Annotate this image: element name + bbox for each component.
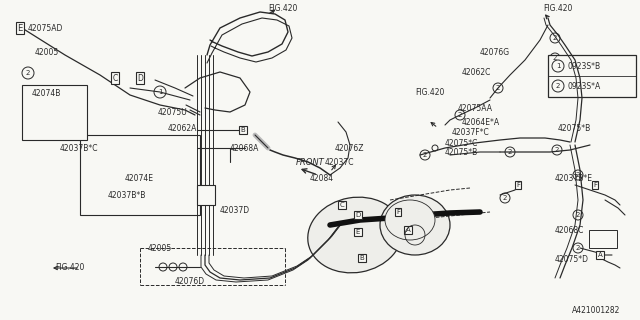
- Text: 2: 2: [553, 35, 557, 41]
- Text: 42062A: 42062A: [168, 124, 197, 132]
- Text: 42005: 42005: [35, 47, 60, 57]
- Text: 2: 2: [496, 85, 500, 91]
- Text: 42037D: 42037D: [220, 205, 250, 214]
- Text: E: E: [356, 229, 360, 235]
- Text: 42037F*C: 42037F*C: [452, 127, 490, 137]
- Text: FIG.420: FIG.420: [543, 4, 572, 12]
- FancyBboxPatch shape: [589, 230, 617, 248]
- Text: A421001282: A421001282: [572, 306, 620, 315]
- Text: D: D: [355, 212, 360, 218]
- Text: 42076Z: 42076Z: [335, 143, 365, 153]
- Text: 42074B: 42074B: [32, 89, 61, 98]
- Text: B: B: [241, 127, 245, 133]
- Text: F: F: [396, 209, 400, 215]
- Text: 2: 2: [503, 195, 507, 201]
- Text: 1: 1: [157, 89, 163, 95]
- Text: 42075*B: 42075*B: [558, 124, 591, 132]
- Text: 2: 2: [458, 112, 462, 118]
- Text: C: C: [113, 74, 118, 83]
- Text: 2: 2: [555, 147, 559, 153]
- Text: 42062C: 42062C: [462, 68, 492, 76]
- Text: B: B: [360, 255, 364, 261]
- FancyBboxPatch shape: [548, 55, 636, 97]
- Text: 2: 2: [576, 212, 580, 218]
- Text: 0923S*B: 0923S*B: [568, 61, 601, 70]
- Text: 42076G: 42076G: [480, 47, 510, 57]
- Text: A: A: [598, 252, 602, 258]
- Text: 42075U: 42075U: [158, 108, 188, 116]
- Text: FIG.420: FIG.420: [55, 263, 84, 273]
- Text: 2: 2: [576, 245, 580, 251]
- Text: 2: 2: [576, 172, 580, 178]
- Text: F: F: [516, 182, 520, 188]
- Text: 2: 2: [553, 55, 557, 61]
- Text: 2: 2: [556, 83, 560, 89]
- Text: FRONT: FRONT: [296, 157, 324, 166]
- Text: 1: 1: [556, 63, 560, 69]
- FancyBboxPatch shape: [197, 185, 215, 205]
- Text: 42076D: 42076D: [175, 277, 205, 286]
- Text: C: C: [340, 202, 344, 208]
- Text: 42075*C: 42075*C: [445, 139, 478, 148]
- Ellipse shape: [380, 195, 450, 255]
- FancyBboxPatch shape: [80, 135, 200, 215]
- Text: 42075AA: 42075AA: [458, 103, 493, 113]
- Text: 42068A: 42068A: [230, 143, 259, 153]
- Text: 42075*B: 42075*B: [445, 148, 478, 156]
- Ellipse shape: [308, 197, 402, 273]
- Text: 42037B*C: 42037B*C: [60, 143, 99, 153]
- Text: 2: 2: [26, 70, 30, 76]
- Text: FIG.420: FIG.420: [268, 4, 298, 12]
- Text: 42037C: 42037C: [325, 157, 355, 166]
- Text: 42037B*E: 42037B*E: [555, 173, 593, 182]
- Text: F: F: [593, 182, 597, 188]
- Text: E: E: [17, 23, 22, 33]
- Text: 42075*D: 42075*D: [555, 255, 589, 265]
- Text: D: D: [137, 74, 143, 83]
- Text: 42005: 42005: [148, 244, 172, 252]
- Text: 42084: 42084: [310, 173, 334, 182]
- Text: 2: 2: [508, 149, 512, 155]
- Text: 42068C: 42068C: [555, 226, 584, 235]
- Text: A: A: [406, 227, 410, 233]
- Text: 42064E*A: 42064E*A: [462, 117, 500, 126]
- Text: 42075AD: 42075AD: [28, 23, 63, 33]
- Ellipse shape: [385, 200, 435, 240]
- Text: 42074E: 42074E: [125, 173, 154, 182]
- Text: FIG.420: FIG.420: [415, 87, 444, 97]
- Text: 42037B*B: 42037B*B: [108, 190, 147, 199]
- Text: 0923S*A: 0923S*A: [568, 82, 601, 91]
- Text: 2: 2: [423, 152, 427, 158]
- FancyBboxPatch shape: [22, 85, 87, 140]
